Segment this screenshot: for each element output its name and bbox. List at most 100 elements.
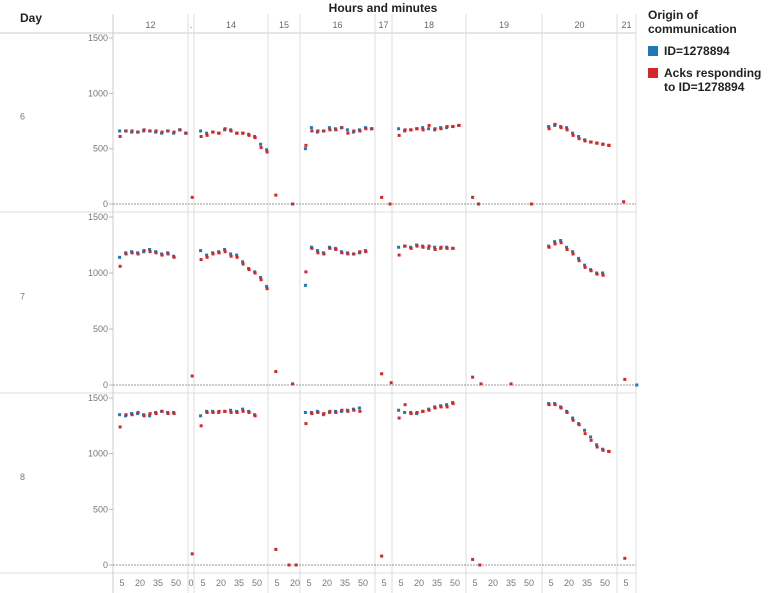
minute-tick-label: 50: [600, 578, 610, 588]
red-point: [190, 374, 194, 378]
y-tick-label: 1000: [88, 88, 108, 98]
red-point: [211, 252, 215, 256]
red-point: [322, 129, 326, 133]
legend-swatch-red: [648, 68, 658, 78]
red-point: [223, 127, 227, 131]
blue-point: [565, 245, 569, 249]
red-point: [352, 252, 356, 256]
minute-tick-label: 50: [252, 578, 262, 588]
red-point: [601, 273, 605, 277]
red-point: [274, 193, 278, 197]
red-point: [445, 246, 449, 250]
red-point: [223, 250, 227, 254]
red-point: [553, 403, 557, 407]
red-point: [154, 251, 158, 255]
red-point: [595, 141, 599, 145]
red-point: [142, 128, 146, 132]
red-point: [294, 563, 298, 567]
red-point: [547, 127, 551, 131]
blue-point: [199, 414, 203, 418]
red-point: [445, 405, 449, 409]
red-point: [589, 438, 593, 442]
legend-item-red[interactable]: Acks responding to ID=1278894: [648, 66, 773, 94]
red-point: [451, 246, 455, 250]
red-point: [577, 259, 581, 263]
blue-point: [427, 246, 431, 250]
red-point: [623, 377, 627, 381]
day-label-6: 6: [20, 112, 25, 122]
blue-point: [547, 125, 551, 129]
red-point: [291, 382, 295, 386]
blue-point: [577, 256, 581, 260]
red-point: [190, 552, 194, 556]
blue-point: [229, 408, 233, 412]
red-point: [160, 130, 164, 134]
red-point: [559, 406, 563, 410]
red-point: [310, 412, 314, 416]
blue-point: [315, 249, 319, 253]
red-point: [166, 252, 170, 256]
blue-point: [148, 247, 152, 251]
red-point: [259, 146, 263, 150]
red-point: [274, 370, 278, 374]
red-point: [304, 422, 308, 426]
red-point: [565, 128, 569, 132]
red-point: [358, 250, 362, 254]
red-point: [322, 412, 326, 416]
red-point: [471, 375, 475, 379]
legend-title: Origin of communication: [648, 8, 737, 36]
legend: Origin of communication ID=1278894 Acks …: [648, 8, 773, 94]
red-point: [235, 255, 239, 259]
red-point: [217, 251, 221, 255]
red-point: [235, 410, 239, 414]
red-point: [583, 432, 587, 436]
red-point: [211, 130, 215, 134]
blue-point: [205, 253, 209, 257]
hour-label-16: 16: [332, 20, 342, 30]
red-point: [589, 269, 593, 273]
red-point: [478, 563, 482, 567]
legend-item-blue[interactable]: ID=1278894: [648, 44, 773, 58]
red-point: [427, 244, 431, 248]
red-point: [316, 129, 320, 133]
red-point: [199, 424, 203, 428]
red-point: [397, 133, 401, 137]
minute-tick-label: 20: [488, 578, 498, 588]
red-point: [553, 122, 557, 126]
hour-label-18: 18: [424, 20, 434, 30]
red-point: [559, 126, 563, 130]
red-point: [205, 133, 209, 137]
red-point: [577, 423, 581, 427]
red-point: [287, 563, 291, 567]
red-point: [577, 137, 581, 141]
red-point: [352, 408, 356, 412]
blue-point: [571, 250, 575, 254]
red-point: [623, 556, 627, 560]
blue-point: [303, 410, 307, 414]
blue-point: [357, 406, 361, 410]
blue-point: [421, 126, 425, 130]
minute-tick-label: 20: [414, 578, 424, 588]
blue-point: [403, 410, 407, 414]
red-point: [433, 127, 437, 131]
red-point: [136, 252, 140, 256]
red-point: [589, 140, 593, 144]
red-point: [235, 131, 239, 135]
red-point: [160, 253, 164, 257]
red-point: [571, 133, 575, 137]
y-tick-label: 1000: [88, 449, 108, 459]
blue-point: [553, 240, 557, 244]
hour-label-21: 21: [621, 20, 631, 30]
red-point: [477, 202, 481, 206]
red-point: [340, 408, 344, 412]
red-point: [124, 413, 128, 417]
blue-point: [559, 239, 563, 243]
y-tick-label: 1500: [88, 393, 108, 403]
blue-point: [577, 134, 581, 138]
y-tick-label: 500: [93, 504, 108, 514]
red-point: [199, 134, 203, 138]
legend-label-blue: ID=1278894: [664, 44, 730, 58]
red-point: [415, 244, 419, 248]
hour-label-12: 12: [145, 20, 155, 30]
red-point: [217, 409, 221, 413]
